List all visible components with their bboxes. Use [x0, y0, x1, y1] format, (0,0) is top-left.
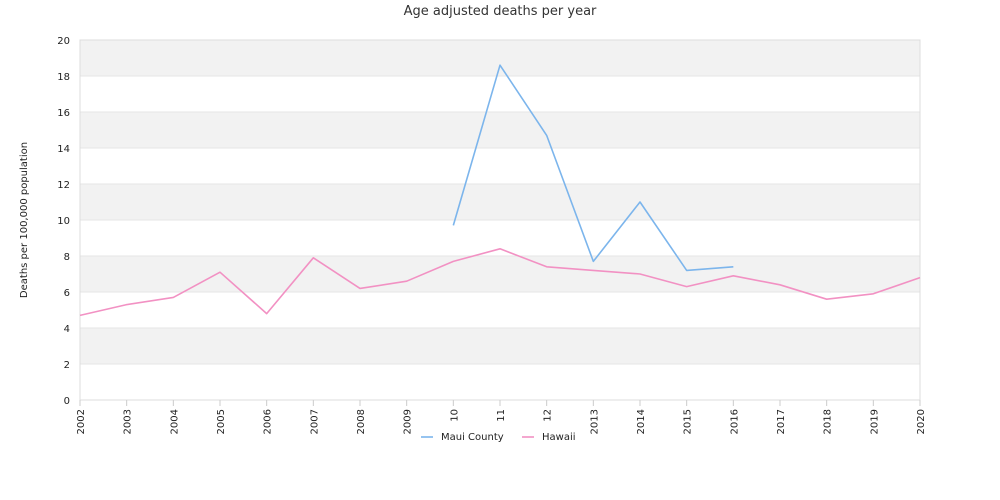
plot-band: [80, 112, 920, 148]
y-tick-label: 16: [57, 108, 70, 119]
series-line-maui-county[interactable]: [452, 64, 734, 272]
x-tick-label: 2003: [123, 409, 134, 434]
x-tick-label: 2016: [729, 409, 740, 434]
x-tick-label: 2018: [823, 409, 834, 434]
y-axis-label: Deaths per 100,000 population: [19, 142, 30, 298]
plot-bands: [80, 40, 920, 364]
y-tick-label: 18: [57, 72, 70, 83]
x-axis-ticks: 2002 2003 2004 2005 2006 2007 2008 2009 10 11 12 20…: [76, 400, 927, 434]
y-tick-label: 0: [64, 396, 70, 407]
x-tick-label: 2020: [916, 409, 927, 434]
x-tick-label: 2005: [216, 409, 227, 434]
x-tick-label: 2014: [636, 409, 647, 434]
legend-label-hawaii[interactable]: Hawaii: [542, 432, 576, 443]
x-tick-label: 2002: [76, 409, 87, 434]
legend[interactable]: Maui County Hawaii: [421, 432, 576, 443]
series-line-hawaii[interactable]: [79, 248, 921, 317]
legend-label-maui-county[interactable]: Maui County: [441, 432, 504, 443]
x-tick-label: 2007: [309, 409, 320, 434]
y-tick-label: 14: [57, 144, 70, 155]
x-tick-label: 2015: [683, 409, 694, 434]
y-axis-ticks: 0 2 4 6 8 10 12 14 16 18 20: [57, 36, 70, 407]
x-tick-label: 12: [543, 409, 554, 422]
x-tick-label: 10: [449, 409, 460, 422]
x-tick-label: 2013: [589, 409, 600, 434]
x-tick-label: 11: [496, 409, 507, 422]
y-tick-label: 10: [57, 216, 70, 227]
plot-band: [80, 256, 920, 292]
y-tick-label: 4: [64, 324, 70, 335]
plot-band: [80, 40, 920, 76]
y-tick-label: 20: [57, 36, 70, 47]
x-tick-label: 2017: [776, 409, 787, 434]
y-tick-label: 2: [64, 360, 70, 371]
x-tick-label: 2019: [869, 409, 880, 434]
plot-band: [80, 328, 920, 364]
x-tick-label: 2009: [403, 409, 414, 434]
y-tick-label: 8: [64, 252, 70, 263]
plot-band: [80, 184, 920, 220]
series-lines: [79, 64, 921, 317]
y-tick-label: 6: [64, 288, 70, 299]
x-tick-label: 2008: [356, 409, 367, 434]
chart-title: Age adjusted deaths per year: [404, 4, 597, 19]
x-tick-label: 2004: [169, 409, 180, 434]
x-tick-label: 2006: [263, 409, 274, 434]
y-tick-label: 12: [57, 180, 70, 191]
